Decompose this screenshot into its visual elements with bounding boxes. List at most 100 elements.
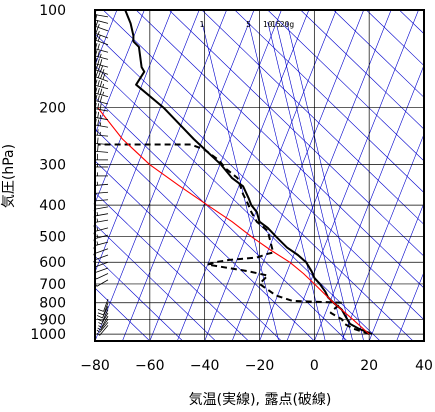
wind-barb-flag <box>95 34 99 41</box>
wind-barb-flag <box>102 73 106 80</box>
x-tick-label: 20 <box>360 358 378 374</box>
mixing-ratio-label: 10 <box>263 20 273 29</box>
wind-barb <box>94 160 108 168</box>
wind-barb <box>93 232 109 239</box>
wind-barb-staff <box>95 254 109 260</box>
wind-barb-staff <box>95 183 109 186</box>
wind-barb-staff <box>95 267 109 273</box>
adiabat-line <box>300 10 424 130</box>
wind-barb-half-flag <box>99 122 102 126</box>
adiabat-line <box>95 287 151 341</box>
x-axis-title: 気温(実線), 露点(破線) <box>189 392 332 408</box>
isotherm-line <box>95 10 227 341</box>
wind-barb-staff <box>95 33 109 39</box>
x-tick-label: −80 <box>80 358 110 374</box>
mixing-ratio-label: 20g <box>280 20 295 29</box>
wind-barb-flag <box>97 95 100 102</box>
wind-barb-staff <box>95 19 109 24</box>
wind-barb-staff <box>95 134 109 137</box>
adiabat-line <box>95 96 348 341</box>
adiabat-line <box>95 255 183 341</box>
wind-barb-flag <box>100 72 103 79</box>
isotherm-line <box>396 271 424 341</box>
wind-barb <box>94 11 109 18</box>
y-tick-label: 300 <box>39 158 66 174</box>
wind-barb <box>96 325 109 336</box>
wind-barb <box>95 87 109 97</box>
wind-barb-flag <box>97 137 99 144</box>
wind-barb <box>98 315 109 328</box>
wind-barb-half-flag <box>98 325 102 328</box>
wind-barb-flag <box>97 43 100 50</box>
wind-barb <box>94 179 109 186</box>
y-tick-label: 600 <box>39 255 66 271</box>
wind-barb-half-flag <box>97 23 100 28</box>
wind-barb-staff <box>103 302 109 316</box>
wind-barb-staff <box>95 100 109 105</box>
isotherm-line <box>149 10 282 341</box>
mixing-ratio-line <box>201 21 279 341</box>
wind-barb-staff <box>95 124 109 128</box>
wind-barb-flag <box>99 59 103 66</box>
wind-barb <box>94 137 109 145</box>
wind-barb <box>94 273 109 280</box>
wind-barb <box>94 153 108 161</box>
wind-barb-half-flag <box>102 69 105 73</box>
mixing-ratio-line <box>286 21 364 341</box>
wind-barb <box>94 187 109 194</box>
wind-barb-staff <box>95 92 109 97</box>
wind-barb-staff <box>99 325 109 336</box>
wind-barb-staff <box>95 213 109 217</box>
isotherm-line <box>231 10 364 341</box>
wind-barb <box>96 309 109 322</box>
wind-barb-staff <box>99 322 109 333</box>
wind-barb-half-flag <box>98 322 102 325</box>
adiabat-line <box>95 224 216 341</box>
wind-barb-half-flag <box>96 211 99 216</box>
grid-lines <box>95 10 424 341</box>
y-tick-label: 200 <box>39 101 66 117</box>
wind-barb-staff <box>96 273 109 280</box>
isotherm-line <box>95 10 200 273</box>
adiabat-line <box>95 128 315 341</box>
adiabat-line <box>95 33 414 341</box>
wind-barb-flag <box>97 119 100 126</box>
isotherm-line <box>95 10 145 135</box>
wind-barb-staff <box>100 319 109 331</box>
reference-line <box>97 107 370 335</box>
wind-barb-flag <box>96 315 103 319</box>
wind-barb-flag <box>99 96 103 103</box>
wind-barb <box>93 203 109 210</box>
wind-barb-staff <box>95 39 109 46</box>
wind-barb-flag <box>95 27 99 34</box>
wind-barb-staff <box>101 312 109 325</box>
wind-barb-staff <box>95 248 109 254</box>
background-lines <box>95 10 424 341</box>
wind-barb <box>98 312 109 325</box>
wind-barb-staff <box>102 309 109 322</box>
adiabat-line <box>135 10 424 289</box>
wind-barb-staff <box>101 315 109 328</box>
wind-barb-staff <box>95 48 109 53</box>
adiabat-line <box>267 10 424 162</box>
wind-barb <box>94 279 109 287</box>
x-tick-label: 0 <box>310 358 319 374</box>
wind-barb-staff <box>95 85 109 90</box>
isotherm-line <box>341 133 424 341</box>
wind-barb-half-flag <box>102 83 104 88</box>
wind-barb-half-flag <box>96 218 99 223</box>
wind-barb <box>95 71 109 82</box>
wind-barb-half-flag <box>97 30 100 35</box>
mixing-ratio-label: 15 <box>271 20 281 29</box>
y-tick-label: 700 <box>39 277 66 293</box>
wind-barb-half-flag <box>96 241 99 245</box>
wind-barb <box>95 34 109 46</box>
wind-barb <box>94 145 109 153</box>
y-tick-label: 1000 <box>30 327 66 343</box>
wind-barb-flag <box>95 64 99 71</box>
wind-barb-flag <box>97 80 100 87</box>
x-tick-label: −40 <box>190 358 220 374</box>
wind-barb-staff <box>95 69 109 75</box>
isotherm-line <box>368 202 424 341</box>
